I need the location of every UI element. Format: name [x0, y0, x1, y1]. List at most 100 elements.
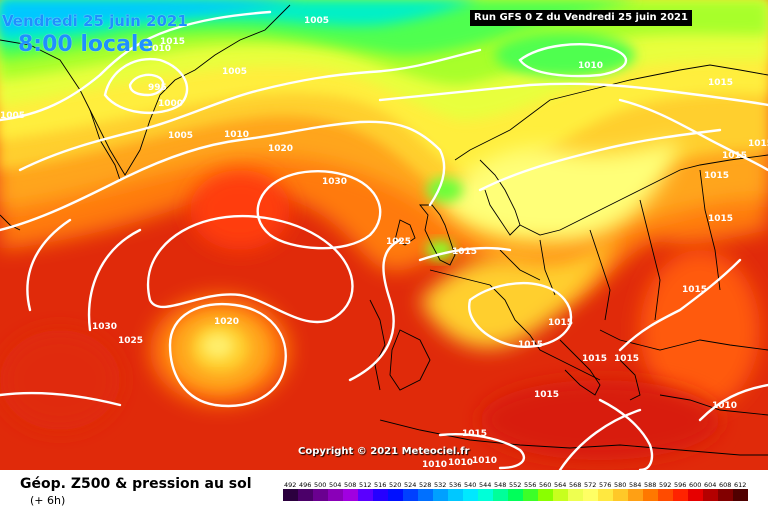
svg-text:995: 995 [148, 83, 167, 93]
svg-text:1015: 1015 [452, 247, 477, 257]
scale-value: 540 [464, 481, 476, 488]
scale-value: 596 [674, 481, 686, 488]
scale-value: 496 [299, 481, 311, 488]
svg-text:1000: 1000 [158, 99, 183, 109]
scale-value: 512 [359, 481, 371, 488]
scale-swatch [388, 489, 403, 501]
scale-value: 572 [584, 481, 596, 488]
svg-text:1015: 1015 [518, 340, 543, 350]
scale-swatch [523, 489, 538, 501]
svg-text:1010: 1010 [422, 460, 447, 470]
svg-text:1015: 1015 [704, 171, 729, 181]
scale-swatch [673, 489, 688, 501]
svg-text:1015: 1015 [614, 354, 639, 364]
forecast-date: Vendredi 25 juin 2021 [2, 12, 188, 30]
svg-text:1015: 1015 [582, 354, 607, 364]
svg-text:1020: 1020 [268, 144, 293, 154]
run-info-banner: Run GFS 0 Z du Vendredi 25 juin 2021 [470, 10, 692, 26]
svg-text:1015: 1015 [462, 429, 487, 439]
scale-value: 612 [734, 481, 746, 488]
scale-value: 588 [644, 481, 656, 488]
color-scale-labels: 492 496 500 504 508 512 516 520 524 528 532 536 540 5… [284, 481, 746, 488]
scale-value: 560 [539, 481, 551, 488]
forecast-map: 1005 1015 1010 1005 995 1000 1005 1005 1… [0, 0, 768, 470]
scale-swatch [628, 489, 643, 501]
svg-text:1005: 1005 [222, 67, 247, 77]
copyright-notice: Copyright © 2021 Meteociel.fr [298, 446, 470, 457]
forecast-time: 8:00 locale [18, 32, 154, 57]
scale-value: 548 [494, 481, 506, 488]
scale-value: 524 [404, 481, 416, 488]
scale-value: 576 [599, 481, 611, 488]
scale-value: 532 [434, 481, 446, 488]
legend-footer: Géop. Z500 & pression au sol (+ 6h) 492 4… [0, 470, 768, 512]
scale-swatch [538, 489, 553, 501]
scale-swatch [418, 489, 433, 501]
scale-swatch [313, 489, 328, 501]
scale-swatch [688, 489, 703, 501]
scale-swatch [568, 489, 583, 501]
svg-text:1015: 1015 [534, 390, 559, 400]
svg-text:1010: 1010 [472, 456, 497, 466]
scale-swatch [283, 489, 298, 501]
scale-swatch [328, 489, 343, 501]
scale-swatch [448, 489, 463, 501]
scale-swatch [373, 489, 388, 501]
scale-swatch [658, 489, 673, 501]
scale-swatch [478, 489, 493, 501]
scale-value: 568 [569, 481, 581, 488]
svg-text:1015: 1015 [708, 214, 733, 224]
scale-value: 536 [449, 481, 461, 488]
scale-swatch [493, 489, 508, 501]
svg-text:1010: 1010 [146, 44, 171, 54]
svg-text:1030: 1030 [92, 322, 117, 332]
scale-swatch [433, 489, 448, 501]
scale-value: 552 [509, 481, 521, 488]
svg-text:1010: 1010 [224, 130, 249, 140]
scale-value: 604 [704, 481, 716, 488]
scale-swatch [358, 489, 373, 501]
svg-text:1005: 1005 [0, 111, 25, 121]
svg-text:1010: 1010 [578, 61, 603, 71]
color-scale-bar [283, 489, 748, 501]
svg-text:1010: 1010 [448, 458, 473, 468]
scale-swatch [643, 489, 658, 501]
svg-text:1015: 1015 [160, 37, 185, 47]
scale-swatch [403, 489, 418, 501]
scale-value: 504 [329, 481, 341, 488]
land-outlines [0, 4, 768, 456]
svg-text:1005: 1005 [168, 131, 193, 141]
scale-swatch [703, 489, 718, 501]
svg-text:1015: 1015 [748, 139, 768, 149]
svg-text:1015: 1015 [708, 78, 733, 88]
scale-value: 584 [629, 481, 641, 488]
scale-swatch [598, 489, 613, 501]
scale-swatch [298, 489, 313, 501]
isobars [0, 10, 768, 470]
svg-text:1030: 1030 [322, 177, 347, 187]
scale-value: 608 [719, 481, 731, 488]
scale-swatch [583, 489, 598, 501]
scale-swatch [733, 489, 748, 501]
scale-value: 592 [659, 481, 671, 488]
scale-value: 580 [614, 481, 626, 488]
scale-swatch [343, 489, 358, 501]
svg-text:1015: 1015 [722, 151, 747, 161]
svg-text:1020: 1020 [214, 317, 239, 327]
scale-value: 556 [524, 481, 536, 488]
scale-value: 528 [419, 481, 431, 488]
scale-value: 600 [689, 481, 701, 488]
scale-value: 500 [314, 481, 326, 488]
scale-value: 492 [284, 481, 296, 488]
svg-text:1010: 1010 [712, 401, 737, 411]
scale-swatch [553, 489, 568, 501]
scale-swatch [463, 489, 478, 501]
scale-value: 508 [344, 481, 356, 488]
chart-title: Géop. Z500 & pression au sol [20, 476, 252, 492]
svg-text:1015: 1015 [682, 285, 707, 295]
scale-swatch [613, 489, 628, 501]
svg-text:1025: 1025 [118, 336, 143, 346]
scale-value: 544 [479, 481, 491, 488]
scale-swatch [508, 489, 523, 501]
